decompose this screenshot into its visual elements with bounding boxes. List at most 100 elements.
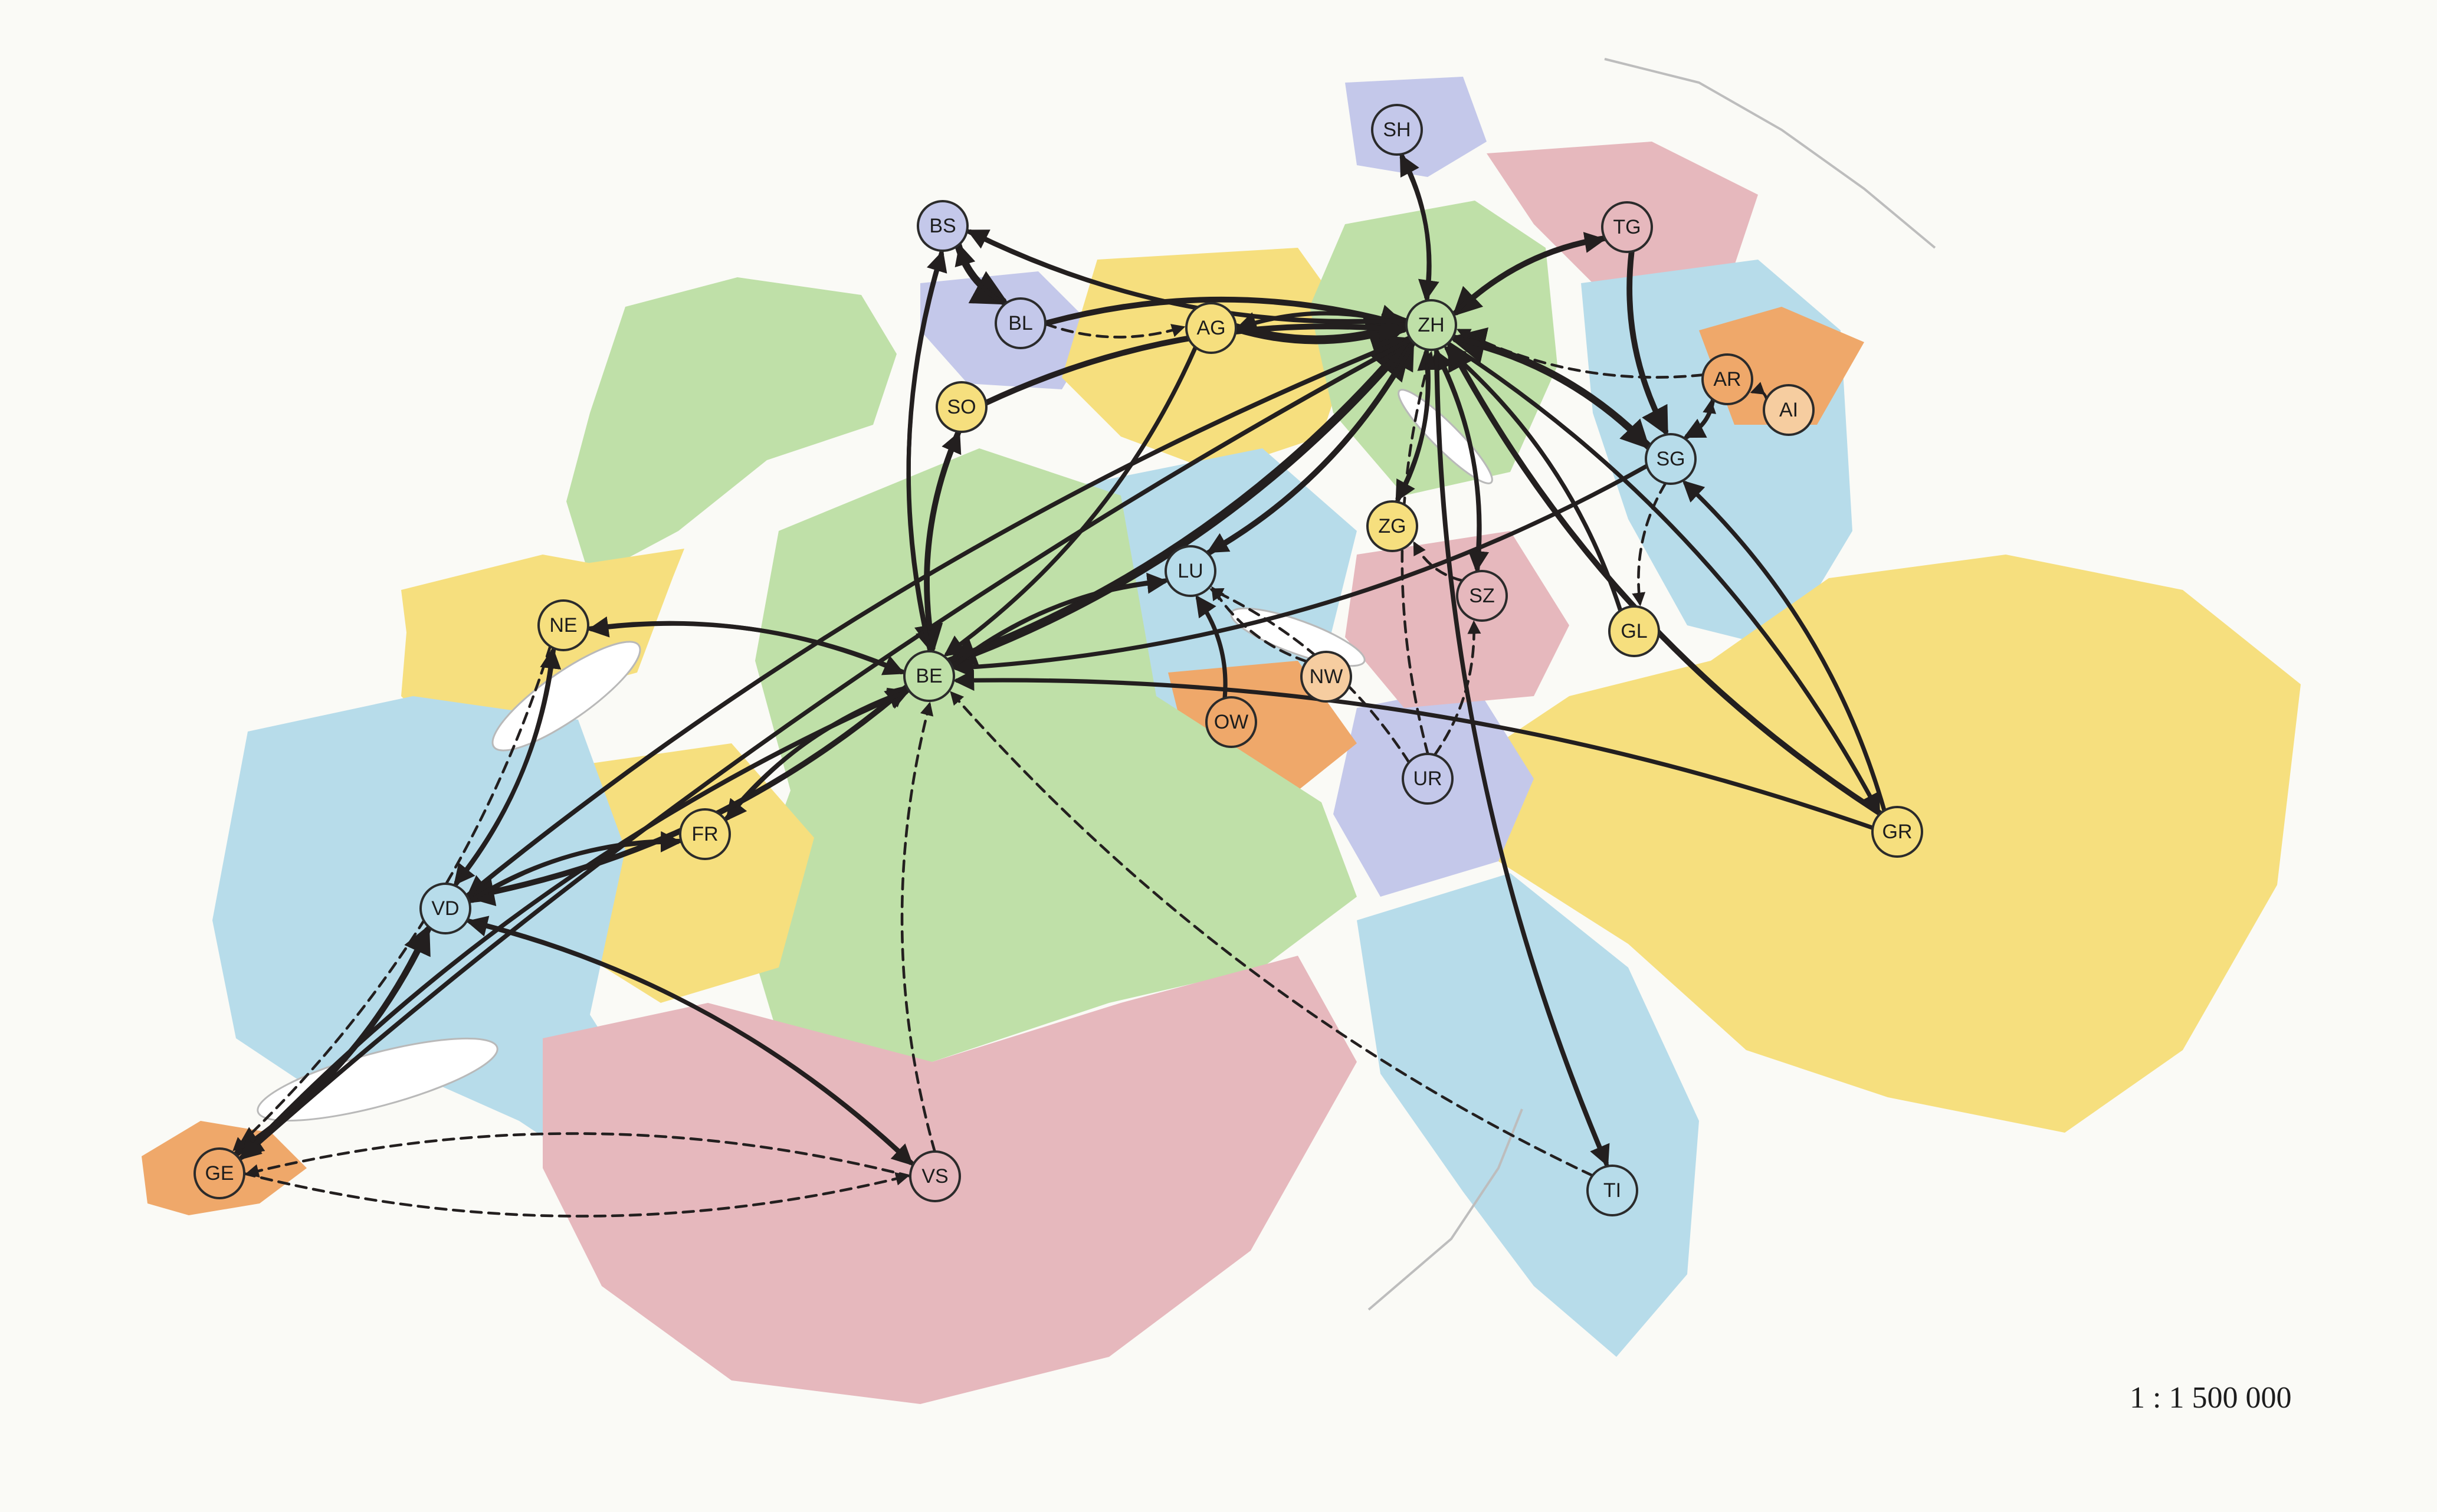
- canton-node-circle: [1366, 500, 1418, 552]
- flow-arrow-vd-to-fr: [467, 831, 683, 904]
- canton-label: VS: [921, 1165, 948, 1188]
- flow-arrow-vd-to-vs: [465, 918, 914, 1166]
- canton-node-circle: [903, 650, 955, 702]
- flow-arrow-be-to-lu: [950, 572, 1169, 669]
- lake-zurich: [1398, 389, 1493, 484]
- flow-arrows: [232, 152, 1887, 1218]
- flow-arrow-zh-to-ge: [239, 337, 1413, 1160]
- canton-label: SH: [1383, 119, 1411, 141]
- flow-arrow-bl-to-bs: [955, 244, 1008, 306]
- canton-label: ZG: [1378, 515, 1406, 537]
- canton-node-ow: OW: [1205, 696, 1257, 748]
- canton-node-circle: [1701, 353, 1753, 405]
- canton-node-circle: [1405, 299, 1457, 351]
- canton-label: OW: [1214, 711, 1249, 733]
- flow-arrow-sg-to-gl: [1632, 481, 1667, 606]
- canton-label: AI: [1779, 399, 1798, 421]
- scale-label: 1 : 1 500 000: [2130, 1381, 2292, 1415]
- canton-label: SO: [947, 396, 976, 418]
- canton-node-circle: [1402, 753, 1454, 805]
- canton-node-circle: [193, 1147, 245, 1199]
- lake-neuchatel: [491, 641, 641, 752]
- flow-arrow-ur-to-zh: [1400, 350, 1435, 756]
- flow-arrow-zh-to-sh: [1399, 153, 1432, 303]
- canton-node-ai: AI: [1763, 384, 1815, 436]
- canton-node-gl: GL: [1608, 605, 1660, 657]
- canton-label: SG: [1656, 448, 1685, 470]
- flow-arrow-ur-to-sz: [1433, 620, 1481, 757]
- flow-arrow-zh-to-bs: [966, 229, 1409, 324]
- canton-node-circle: [419, 883, 471, 934]
- canton-node-circle: [537, 599, 589, 651]
- canton-node-be: BE: [903, 650, 955, 702]
- canton-node-circle: [1763, 384, 1815, 436]
- canton-node-circle: [936, 381, 988, 433]
- lake-maggiore-outline: [1367, 1108, 1523, 1311]
- canton-node-tg: TG: [1601, 201, 1653, 253]
- flow-arrow-sg-to-be: [952, 464, 1649, 678]
- canton-node-circle: [1601, 201, 1653, 253]
- flow-arrow-be-to-ne: [587, 616, 907, 675]
- flow-arrow-tg-to-sg: [1626, 248, 1669, 437]
- canton-node-circle: [1586, 1165, 1638, 1216]
- canton-label: SZ: [1469, 585, 1494, 607]
- canton-node-nw: NW: [1300, 651, 1352, 703]
- flow-arrow-vd-to-ne: [452, 647, 562, 888]
- canton-node-ag: AG: [1185, 302, 1237, 354]
- flow-arrow-sg-to-ar: [1684, 399, 1717, 441]
- canton-label: BL: [1008, 312, 1033, 334]
- canton-label: ZH: [1418, 314, 1444, 336]
- flow-arrow-gr-to-sg: [1682, 480, 1887, 813]
- flow-arrow-zh-to-lu: [1206, 340, 1416, 553]
- flow-arrow-ar-to-zh: [1457, 329, 1704, 379]
- canton-label: GR: [1882, 821, 1913, 843]
- flow-arrow-zh-to-tg: [1451, 232, 1606, 316]
- canton-node-so: SO: [936, 381, 988, 433]
- canton-node-circle: [1165, 545, 1216, 597]
- canton-label: TI: [1603, 1179, 1621, 1202]
- canton-node-circle: [1205, 696, 1257, 748]
- canton-label: GL: [1621, 620, 1647, 642]
- canton-node-zh: ZH: [1405, 299, 1457, 351]
- canton-node-circle: [909, 1150, 961, 1202]
- canton-node-circle: [1371, 104, 1423, 156]
- canton-label: LU: [1177, 560, 1203, 582]
- canton-node-circle: [1456, 570, 1508, 622]
- canton-node-ne: NE: [537, 599, 589, 651]
- flow-arrow-gl-to-zh: [1444, 346, 1623, 613]
- canton-node-circle: [1871, 806, 1923, 858]
- canton-label: FR: [691, 823, 718, 845]
- canton-label: TG: [1613, 216, 1641, 238]
- region-north-green: [566, 277, 897, 578]
- canton-label: NW: [1310, 665, 1343, 688]
- flow-arrow-zh-to-gr: [1445, 341, 1881, 815]
- flow-arrow-ge-to-vs: [242, 1172, 910, 1218]
- canton-node-sz: SZ: [1456, 570, 1508, 622]
- canton-label: BE: [916, 665, 942, 687]
- flow-arrow-vs-to-ge: [245, 1132, 912, 1178]
- flow-arrow-gr-to-be: [953, 670, 1875, 830]
- canton-label: AR: [1713, 368, 1741, 391]
- canton-node-sg: SG: [1645, 433, 1697, 485]
- canton-nodes: SH BS BL AG ZH TG AR AI SO SG ZG LU SZ NE GL BE NW OW UR FR…: [193, 104, 1923, 1216]
- canton-node-sh: SH: [1371, 104, 1423, 156]
- flow-arrow-ag-to-be: [943, 345, 1198, 657]
- canton-node-circle: [1608, 605, 1660, 657]
- flow-arrow-bl-to-ag: [1044, 322, 1186, 339]
- rhine-river: [1604, 58, 1936, 249]
- flow-arrow-be-to-bs: [906, 250, 947, 654]
- canton-node-ge: GE: [193, 1147, 245, 1199]
- canton-node-circle: [1300, 651, 1352, 703]
- canton-node-ar: AR: [1701, 353, 1753, 405]
- flow-arrow-ai-to-ar: [1750, 382, 1768, 401]
- canton-label: BS: [929, 215, 956, 237]
- canton-node-circle: [1645, 433, 1697, 485]
- canton-node-zg: ZG: [1366, 500, 1418, 552]
- canton-label: NE: [549, 614, 577, 637]
- canton-node-circle: [917, 200, 969, 252]
- canton-node-lu: LU: [1165, 545, 1216, 597]
- canton-node-ti: TI: [1586, 1165, 1638, 1216]
- flow-arrow-nw-to-lu: [1211, 586, 1308, 663]
- flow-arrow-ow-to-lu: [1195, 595, 1228, 701]
